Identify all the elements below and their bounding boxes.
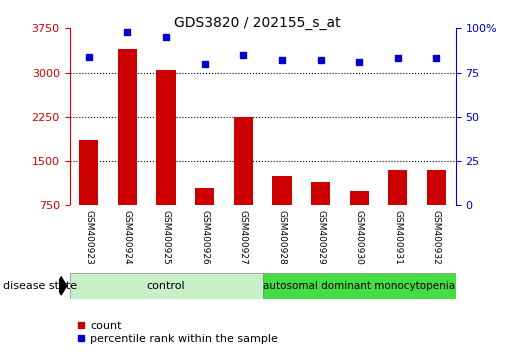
Bar bbox=[388, 170, 407, 205]
Text: control: control bbox=[147, 281, 185, 291]
Text: GDS3820 / 202155_s_at: GDS3820 / 202155_s_at bbox=[174, 16, 341, 30]
Bar bbox=[311, 182, 330, 205]
Text: GSM400927: GSM400927 bbox=[239, 210, 248, 264]
Bar bbox=[195, 188, 214, 205]
Text: GSM400932: GSM400932 bbox=[432, 210, 441, 264]
Text: GSM400923: GSM400923 bbox=[84, 210, 93, 264]
Bar bbox=[118, 49, 137, 205]
Bar bbox=[350, 190, 369, 205]
Bar bbox=[79, 141, 98, 205]
Bar bbox=[427, 170, 446, 205]
Text: GSM400928: GSM400928 bbox=[278, 210, 286, 264]
Bar bbox=[234, 117, 253, 205]
Text: autosomal dominant monocytopenia: autosomal dominant monocytopenia bbox=[263, 281, 455, 291]
Text: GSM400925: GSM400925 bbox=[162, 210, 170, 264]
Text: GSM400926: GSM400926 bbox=[200, 210, 209, 264]
Bar bbox=[272, 176, 291, 205]
FancyArrow shape bbox=[59, 277, 66, 295]
Bar bbox=[263, 273, 456, 299]
Text: disease state: disease state bbox=[3, 281, 77, 291]
Bar bbox=[70, 273, 263, 299]
Legend: count, percentile rank within the sample: count, percentile rank within the sample bbox=[73, 316, 283, 348]
Bar bbox=[157, 70, 176, 205]
Text: GSM400931: GSM400931 bbox=[393, 210, 402, 265]
Text: GSM400924: GSM400924 bbox=[123, 210, 132, 264]
Text: GSM400929: GSM400929 bbox=[316, 210, 325, 264]
Text: GSM400930: GSM400930 bbox=[355, 210, 364, 265]
